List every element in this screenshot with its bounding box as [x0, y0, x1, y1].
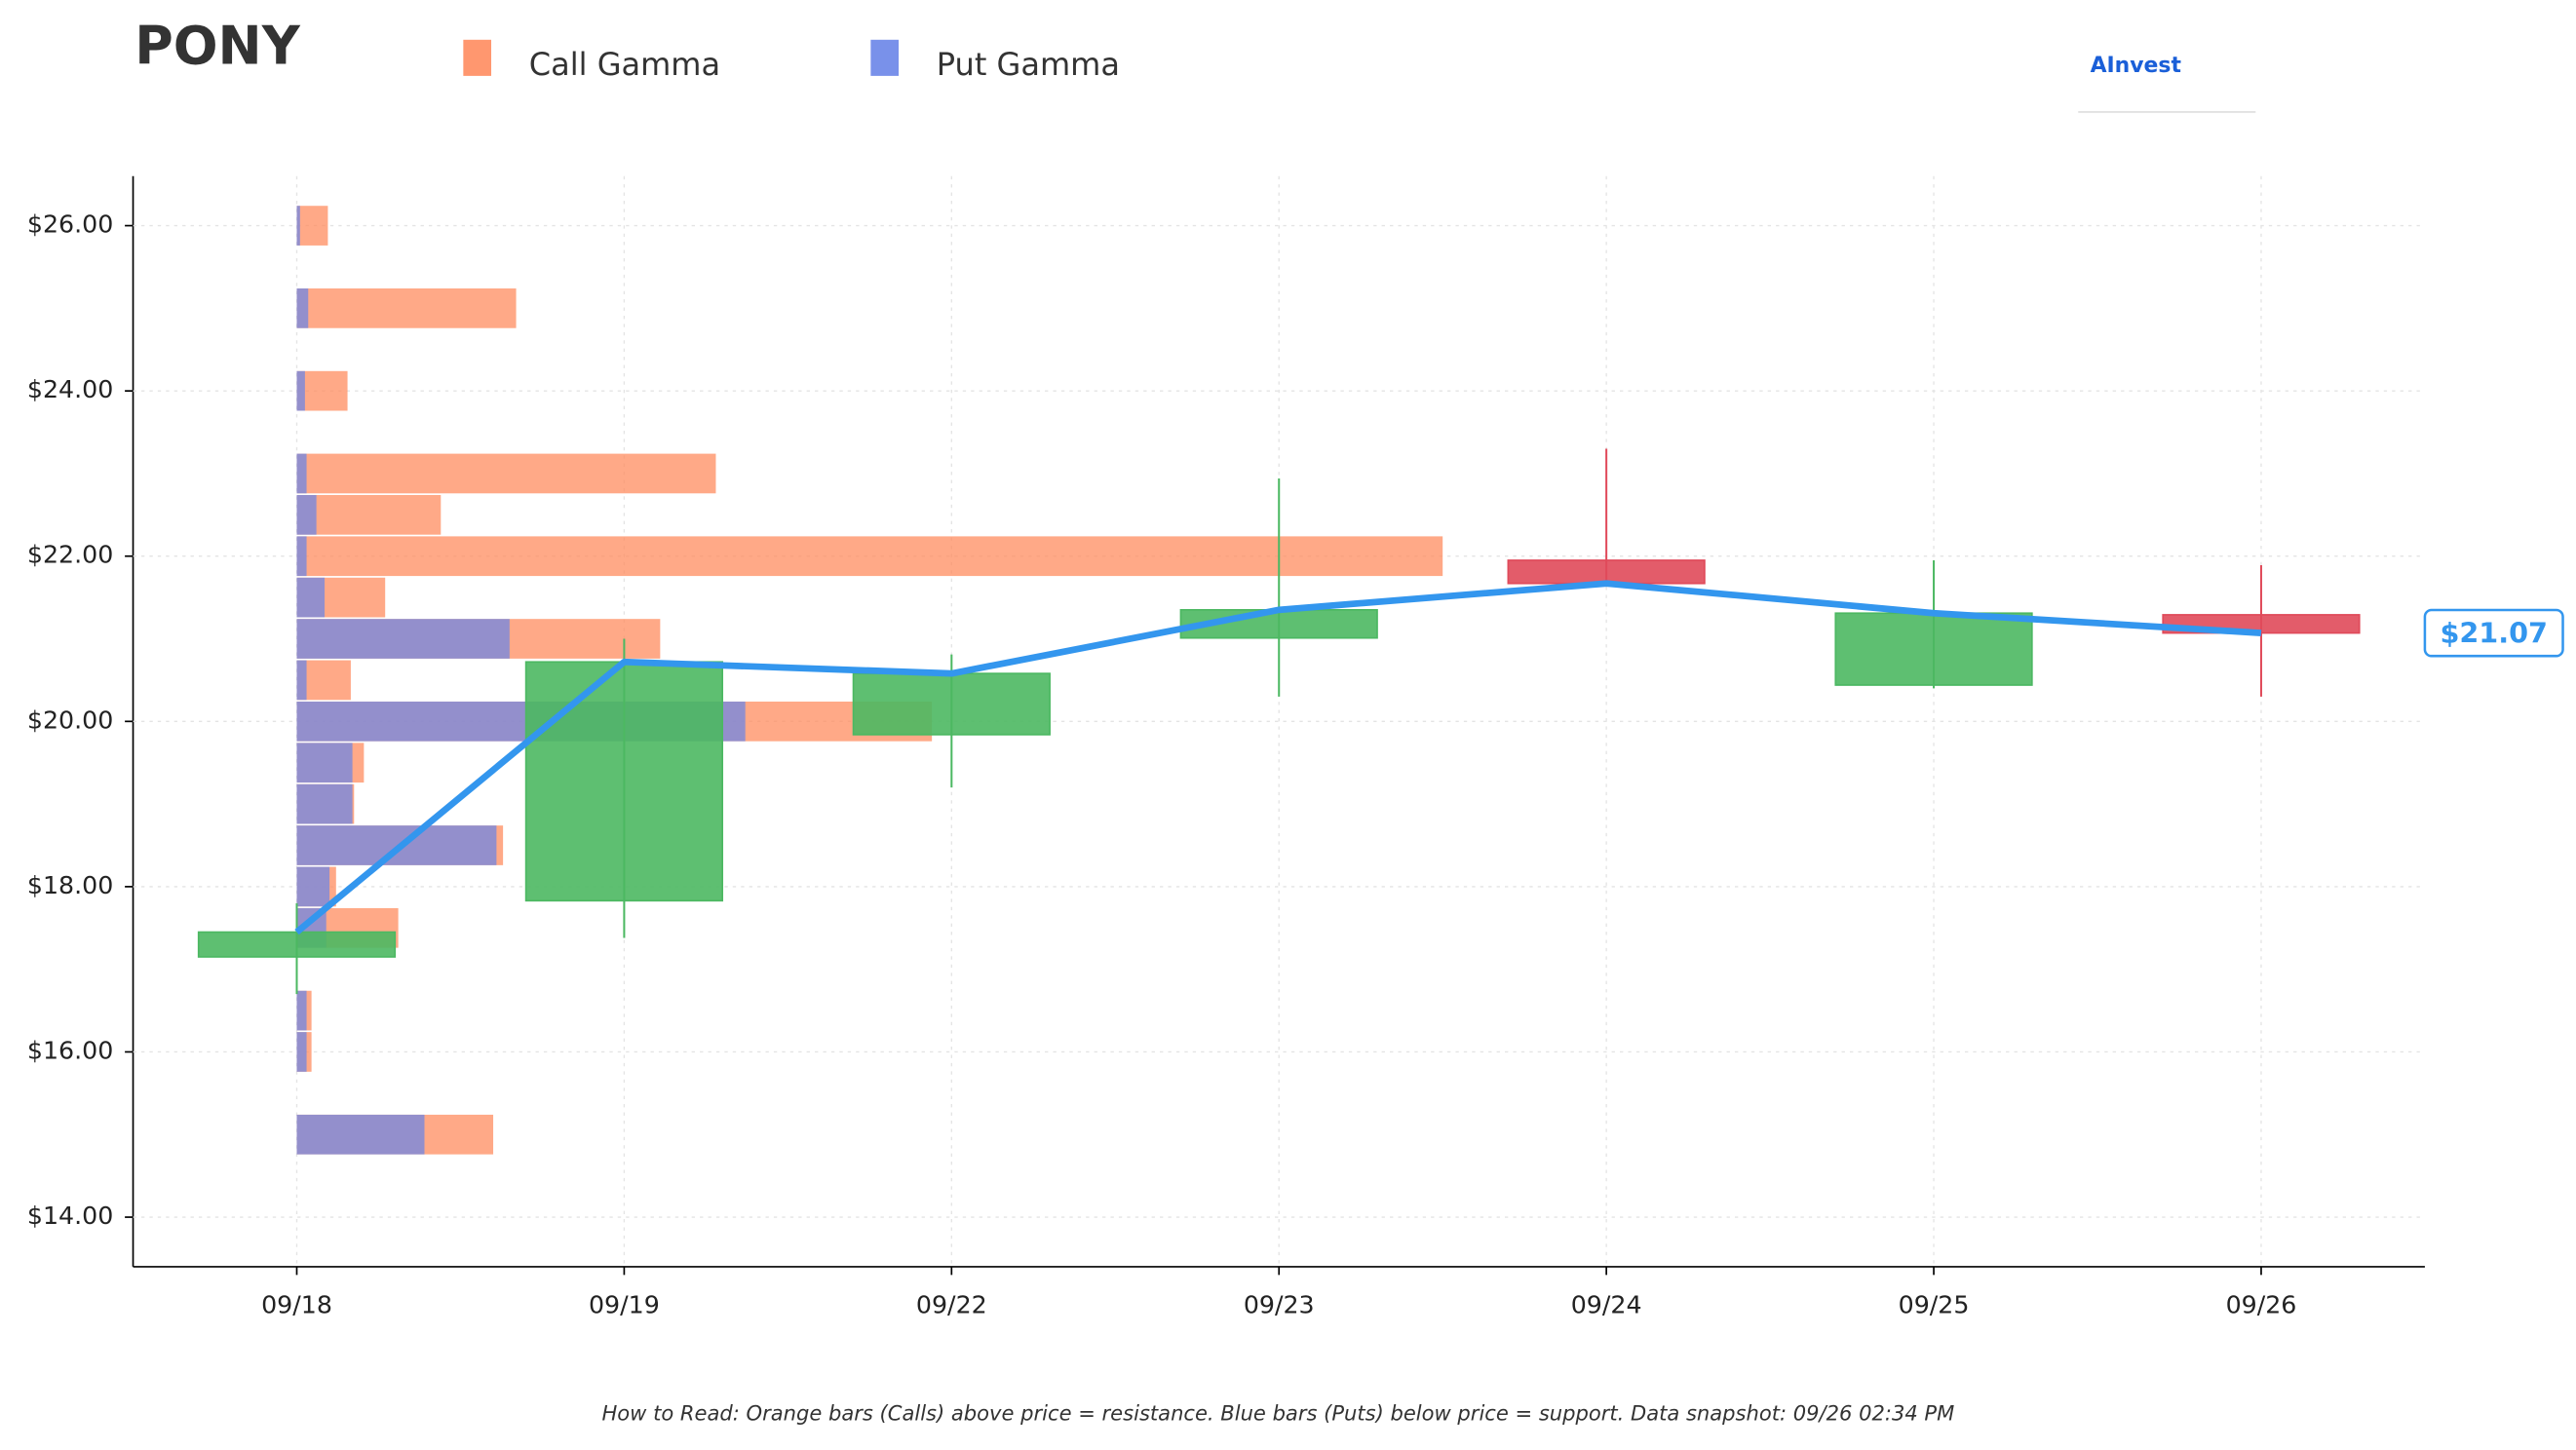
- gamma-bar: [296, 370, 348, 411]
- gamma-bar: [296, 206, 300, 246]
- candle-body: [524, 661, 724, 902]
- gamma-bar: [296, 494, 317, 535]
- price-badge: [2423, 608, 2564, 658]
- gamma-bar: [296, 866, 330, 907]
- y-tick-label: $20.00: [27, 706, 113, 734]
- gamma-bar: [296, 1114, 425, 1155]
- x-tick-label: 09/25: [1899, 1290, 1970, 1318]
- y-tick-label: $24.00: [27, 375, 113, 403]
- price-label: $21.07: [2440, 616, 2548, 649]
- candle-body: [197, 931, 397, 958]
- y-tick-label: $22.00: [27, 541, 113, 569]
- x-tick-label: 09/19: [589, 1290, 660, 1318]
- gamma-bar: [296, 660, 307, 701]
- x-tick-label: 09/24: [1571, 1290, 1642, 1318]
- candle-body: [1507, 559, 1706, 585]
- gamma-bar: [296, 743, 353, 783]
- footnote: How to Read: Orange bars (Calls) above p…: [601, 1401, 1954, 1426]
- gamma-bar: [296, 536, 307, 577]
- legend-swatch: [463, 39, 491, 76]
- x-tick-label: 09/23: [1244, 1290, 1315, 1318]
- gamma-bar: [296, 1032, 307, 1072]
- gamma-bar: [296, 494, 442, 535]
- candle-body: [1834, 612, 2033, 686]
- y-tick-label: $14.00: [27, 1202, 113, 1230]
- gamma-bar: [296, 990, 307, 1031]
- legend-label: Call Gamma: [529, 46, 720, 83]
- x-tick-label: 09/26: [2226, 1290, 2297, 1318]
- legend-label: Put Gamma: [937, 46, 1120, 83]
- gamma-bar: [296, 536, 1443, 577]
- gamma-bar: [296, 288, 309, 328]
- gamma-bar: [296, 577, 326, 618]
- x-tick-label: 09/18: [261, 1290, 332, 1318]
- y-tick-label: $16.00: [27, 1036, 113, 1064]
- gamma-bar: [296, 453, 716, 494]
- gamma-bar: [296, 370, 305, 411]
- gamma-bar: [296, 783, 353, 824]
- gamma-bar: [296, 453, 307, 494]
- gamma-bar: [296, 619, 510, 659]
- gamma-bar: [296, 288, 517, 328]
- close-line: [294, 580, 2262, 935]
- x-tick-label: 09/22: [916, 1290, 987, 1318]
- legend-swatch: [870, 39, 900, 76]
- gamma-bar: [296, 206, 328, 246]
- gamma-bar: [296, 825, 497, 865]
- candle-body: [852, 672, 1051, 736]
- chart-title: PONY: [135, 16, 300, 77]
- y-tick-label: $26.00: [27, 210, 113, 239]
- y-tick-label: $18.00: [27, 871, 113, 899]
- brand: AInvest: [2091, 54, 2181, 78]
